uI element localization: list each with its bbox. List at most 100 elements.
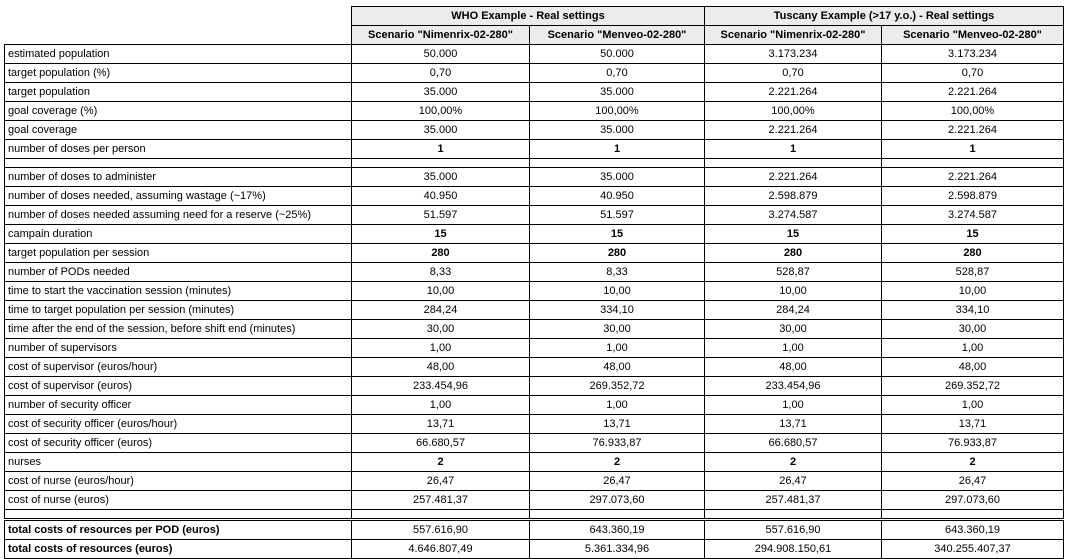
cell-value: 76.933,87 bbox=[529, 433, 705, 453]
cell-value: 528,87 bbox=[704, 262, 882, 282]
row-label: campain duration bbox=[4, 224, 352, 244]
row-label: cost of security officer (euros/hour) bbox=[4, 414, 352, 434]
table-row: campain duration 15 15 15 15 bbox=[4, 224, 1064, 244]
table-row: number of security officer 1,00 1,00 1,00 1,… bbox=[4, 395, 1064, 415]
cell-value: 1,00 bbox=[881, 395, 1064, 415]
spacer-cell bbox=[4, 509, 352, 521]
table-row: cost of supervisor (euros/hour) 48,00 48,0… bbox=[4, 357, 1064, 377]
corner bbox=[4, 25, 352, 45]
cell-value: 5.361.334,96 bbox=[529, 539, 705, 559]
cell-value: 1,00 bbox=[529, 338, 705, 358]
table-row: target population per session 280 280 280 28… bbox=[4, 243, 1064, 263]
row-label: number of supervisors bbox=[4, 338, 352, 358]
cell-value: 48,00 bbox=[704, 357, 882, 377]
row-label: nurses bbox=[4, 452, 352, 472]
cell-value: 35.000 bbox=[529, 167, 705, 187]
scenario-header: Scenario "Nimenrix-02-280" bbox=[351, 25, 530, 45]
table-row: cost of nurse (euros/hour) 26,47 26,47 26,4… bbox=[4, 471, 1064, 491]
cell-value: 10,00 bbox=[351, 281, 530, 301]
cell-value: 35.000 bbox=[351, 167, 530, 187]
cell-value: 51.597 bbox=[351, 205, 530, 225]
group-header: Tuscany Example (>17 y.o.) - Real settin… bbox=[704, 6, 1064, 26]
table-row: goal coverage 35.000 35.000 2.221.264 2.221.… bbox=[4, 120, 1064, 140]
cell-value: 0,70 bbox=[351, 63, 530, 83]
row-label: time to start the vaccination session (m… bbox=[4, 281, 352, 301]
cell-value: 257.481,37 bbox=[351, 490, 530, 510]
cell-value: 297.073,60 bbox=[529, 490, 705, 510]
row-label: cost of nurse (euros/hour) bbox=[4, 471, 352, 491]
row-label: target population per session bbox=[4, 243, 352, 263]
cell-value: 26,47 bbox=[881, 471, 1064, 491]
cell-value: 2 bbox=[704, 452, 882, 472]
spacer-cell bbox=[881, 158, 1064, 168]
cell-value: 35.000 bbox=[529, 120, 705, 140]
spacer-row bbox=[4, 158, 1064, 168]
cell-value: 3.274.587 bbox=[881, 205, 1064, 225]
cell-value: 100,00% bbox=[351, 101, 530, 121]
cell-value: 10,00 bbox=[529, 281, 705, 301]
spacer-cell bbox=[529, 158, 705, 168]
spacer-cell bbox=[351, 509, 530, 521]
spacer-cell bbox=[704, 158, 882, 168]
table-row: nurses 2 2 2 2 bbox=[4, 452, 1064, 472]
table-row: cost of security officer (euros) 66.680,5… bbox=[4, 433, 1064, 453]
cell-value: 280 bbox=[704, 243, 882, 263]
row-label: estimated population bbox=[4, 44, 352, 64]
group-header: WHO Example - Real settings bbox=[351, 6, 705, 26]
cell-value: 26,47 bbox=[704, 471, 882, 491]
cell-value: 1 bbox=[529, 139, 705, 159]
table-row: estimated population 50.000 50.000 3.173.23… bbox=[4, 44, 1064, 64]
cell-value: 528,87 bbox=[881, 262, 1064, 282]
row-label: total costs of resources (euros) bbox=[4, 539, 352, 559]
cell-value: 2.221.264 bbox=[881, 82, 1064, 102]
row-label: cost of nurse (euros) bbox=[4, 490, 352, 510]
cell-value: 340.255.407,37 bbox=[881, 539, 1064, 559]
cell-value: 1,00 bbox=[881, 338, 1064, 358]
table-row: cost of supervisor (euros) 233.454,96 269.… bbox=[4, 376, 1064, 396]
cell-value: 2 bbox=[881, 452, 1064, 472]
row-label: number of PODs needed bbox=[4, 262, 352, 282]
cell-value: 48,00 bbox=[529, 357, 705, 377]
table-row: time to target population per session (m… bbox=[4, 300, 1064, 320]
row-label: number of doses to administer bbox=[4, 167, 352, 187]
cell-value: 557.616,90 bbox=[351, 519, 530, 540]
cell-value: 48,00 bbox=[881, 357, 1064, 377]
spacer-cell bbox=[351, 158, 530, 168]
row-label: total costs of resources per POD (euros) bbox=[4, 519, 352, 540]
spacer-row bbox=[4, 509, 1064, 521]
cell-value: 1,00 bbox=[704, 395, 882, 415]
cell-value: 40.950 bbox=[351, 186, 530, 206]
cell-value: 15 bbox=[881, 224, 1064, 244]
cell-value: 297.073,60 bbox=[881, 490, 1064, 510]
group-header-row: WHO Example - Real settings Tuscany Exam… bbox=[4, 6, 1064, 26]
row-label: cost of supervisor (euros) bbox=[4, 376, 352, 396]
table-row: number of PODs needed 8,33 8,33 528,87 528,8… bbox=[4, 262, 1064, 282]
table-body: estimated population 50.000 50.000 3.173.23… bbox=[4, 44, 1064, 559]
cell-value: 48,00 bbox=[351, 357, 530, 377]
cell-value: 0,70 bbox=[704, 63, 882, 83]
cell-value: 257.481,37 bbox=[704, 490, 882, 510]
table-row: number of doses per person 1 1 1 1 bbox=[4, 139, 1064, 159]
table-row: goal coverage (%) 100,00% 100,00% 100,00% 10… bbox=[4, 101, 1064, 121]
cell-value: 280 bbox=[881, 243, 1064, 263]
scenario-header-row: Scenario "Nimenrix-02-280" Scenario "Men… bbox=[4, 25, 1064, 45]
cell-value: 269.352,72 bbox=[529, 376, 705, 396]
spacer-cell bbox=[881, 509, 1064, 521]
cell-value: 30,00 bbox=[704, 319, 882, 339]
cell-value: 35.000 bbox=[351, 82, 530, 102]
cell-value: 30,00 bbox=[881, 319, 1064, 339]
cell-value: 66.680,57 bbox=[351, 433, 530, 453]
cell-value: 233.454,96 bbox=[351, 376, 530, 396]
table-row: number of doses to administer 35.000 35.00… bbox=[4, 167, 1064, 187]
row-label: cost of security officer (euros) bbox=[4, 433, 352, 453]
scenario-header: Scenario "Nimenrix-02-280" bbox=[704, 25, 882, 45]
row-label: time to target population per session (m… bbox=[4, 300, 352, 320]
cell-value: 1,00 bbox=[351, 338, 530, 358]
cell-value: 26,47 bbox=[529, 471, 705, 491]
cell-value: 2.221.264 bbox=[881, 120, 1064, 140]
cell-value: 8,33 bbox=[351, 262, 530, 282]
table-row: cost of security officer (euros/hour) 13,… bbox=[4, 414, 1064, 434]
table-row: number of doses needed assuming need for… bbox=[4, 205, 1064, 225]
row-label: goal coverage bbox=[4, 120, 352, 140]
